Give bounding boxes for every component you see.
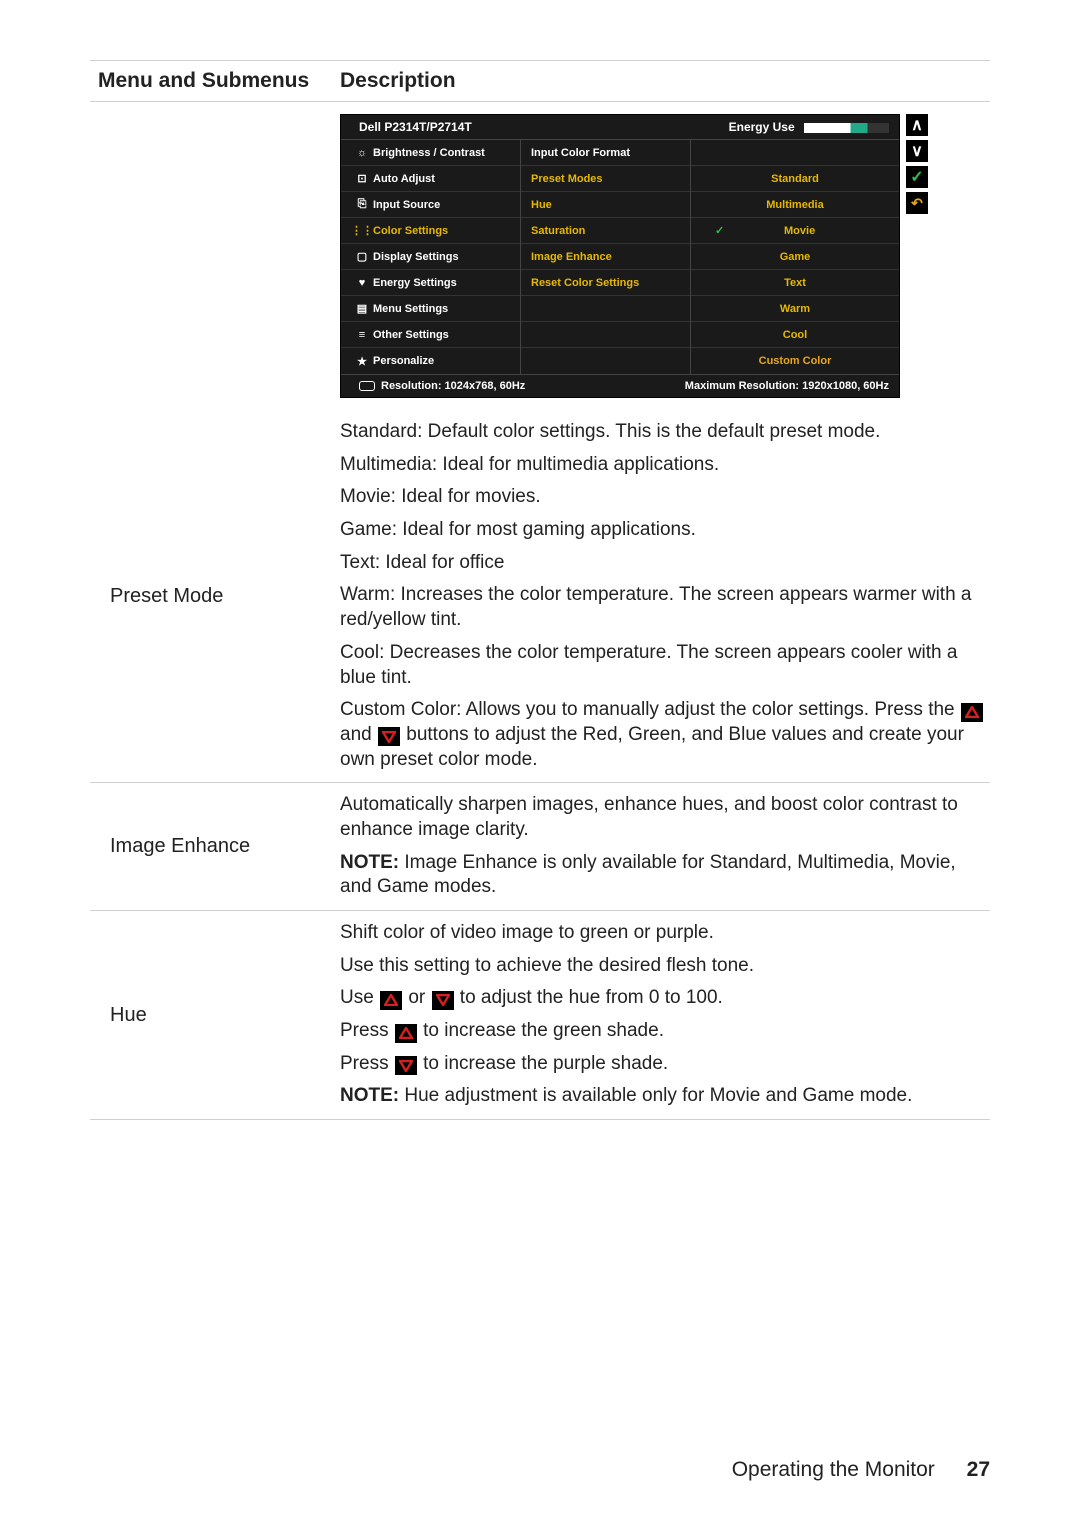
header-left: Menu and Submenus xyxy=(90,69,340,93)
up-arrow-icon xyxy=(380,991,402,1010)
label-preset-mode: Preset Mode xyxy=(90,420,340,772)
preset-cool[interactable]: Cool xyxy=(691,322,899,348)
up-arrow-icon xyxy=(961,703,983,722)
preset-custom-color[interactable]: Custom Color xyxy=(691,348,899,374)
personalize-icon: ★ xyxy=(351,355,373,368)
row-image-enhance: Image Enhance Automatically sharpen imag… xyxy=(90,783,990,911)
preset-custom-desc: Custom Color: Allows you to manually adj… xyxy=(340,698,990,772)
label-image-enhance: Image Enhance xyxy=(90,793,340,900)
osd-right-column: Standard Multimedia ✓Movie Game Text War… xyxy=(691,140,899,374)
preset-standard[interactable]: Standard xyxy=(691,166,899,192)
preset-text[interactable]: Text xyxy=(691,270,899,296)
preset-game[interactable]: Game xyxy=(691,244,899,270)
osd-mid-preset-modes[interactable]: Preset Modes xyxy=(521,166,690,192)
osd-mid-reset[interactable]: Reset Color Settings xyxy=(521,270,690,296)
menu-settings-icon: ▤ xyxy=(351,302,373,315)
preset-standard-desc: Standard: Default color settings. This i… xyxy=(340,420,990,445)
footer-section: Operating the Monitor xyxy=(732,1458,935,1481)
enhance-desc: Automatically sharpen images, enhance hu… xyxy=(340,793,990,842)
preset-multimedia[interactable]: Multimedia xyxy=(691,192,899,218)
input-source-icon: ⎘ xyxy=(351,198,373,211)
table-header: Menu and Submenus Description xyxy=(90,61,990,102)
preset-game-desc: Game: Ideal for most gaming applications… xyxy=(340,518,990,543)
osd-item-brightness[interactable]: ☼Brightness / Contrast xyxy=(341,140,520,166)
osd-side-buttons: ∧ ∨ ✓ ↶ xyxy=(900,114,926,216)
osd-menu: Dell P2314T/P2714T Energy Use ☼Brightnes… xyxy=(340,114,900,398)
osd-model: Dell P2314T/P2714T xyxy=(359,120,472,134)
nav-down-button[interactable]: ∨ xyxy=(906,140,928,162)
preset-text-desc: Text: Ideal for office xyxy=(340,551,990,576)
hue-p4: Press to increase the green shade. xyxy=(340,1019,990,1044)
nav-up-button[interactable]: ∧ xyxy=(906,114,928,136)
osd-mid-image-enhance[interactable]: Image Enhance xyxy=(521,244,690,270)
osd-mid-input-color[interactable]: Input Color Format xyxy=(521,140,690,166)
label-hue: Hue xyxy=(90,921,340,1109)
osd-mid-column: Input Color Format Preset Modes Hue Satu… xyxy=(521,140,691,374)
enhance-note: NOTE: Image Enhance is only available fo… xyxy=(340,851,990,900)
preset-movie-desc: Movie: Ideal for movies. xyxy=(340,485,990,510)
header-right: Description xyxy=(340,69,990,93)
hue-p2: Use this setting to achieve the desired … xyxy=(340,954,990,979)
osd-energy: Energy Use xyxy=(729,120,889,134)
down-arrow-icon xyxy=(395,1056,417,1075)
brightness-icon: ☼ xyxy=(351,147,373,159)
osd-item-input-source[interactable]: ⎘Input Source xyxy=(341,192,520,218)
page-footer: Operating the Monitor 27 xyxy=(732,1458,990,1482)
row-preset-mode: Preset Mode Standard: Default color sett… xyxy=(90,410,990,783)
osd-item-auto-adjust[interactable]: ⊡Auto Adjust xyxy=(341,166,520,192)
up-arrow-icon xyxy=(395,1024,417,1043)
preset-cool-desc: Cool: Decreases the color temperature. T… xyxy=(340,641,990,690)
auto-adjust-icon: ⊡ xyxy=(351,172,373,185)
display-settings-icon: ▢ xyxy=(351,250,373,263)
osd-mid-saturation[interactable]: Saturation xyxy=(521,218,690,244)
footer-page-number: 27 xyxy=(967,1458,990,1481)
row-hue: Hue Shift color of video image to green … xyxy=(90,911,990,1120)
osd-left-column: ☼Brightness / Contrast ⊡Auto Adjust ⎘Inp… xyxy=(341,140,521,374)
hue-p1: Shift color of video image to green or p… xyxy=(340,921,990,946)
color-settings-icon: ⋮⋮ xyxy=(351,224,373,237)
energy-bar-icon xyxy=(804,123,889,133)
osd-item-energy-settings[interactable]: ♥Energy Settings xyxy=(341,270,520,296)
preset-warm-desc: Warm: Increases the color temperature. T… xyxy=(340,583,990,632)
osd-item-other-settings[interactable]: ≡Other Settings xyxy=(341,322,520,348)
resolution-icon xyxy=(359,381,375,391)
other-settings-icon: ≡ xyxy=(351,329,373,341)
preset-multimedia-desc: Multimedia: Ideal for multimedia applica… xyxy=(340,453,990,478)
down-arrow-icon xyxy=(432,991,454,1010)
down-arrow-icon xyxy=(378,727,400,746)
preset-warm[interactable]: Warm xyxy=(691,296,899,322)
osd-item-color-settings[interactable]: ⋮⋮Color Settings xyxy=(341,218,520,244)
osd-footer-maxres: Maximum Resolution: 1920x1080, 60Hz xyxy=(685,380,889,392)
hue-note: NOTE: Hue adjustment is available only f… xyxy=(340,1084,990,1109)
preset-movie[interactable]: ✓Movie xyxy=(691,218,899,244)
hue-p3: Use or to adjust the hue from 0 to 100. xyxy=(340,986,990,1011)
osd-item-personalize[interactable]: ★Personalize xyxy=(341,348,520,374)
nav-back-button[interactable]: ↶ xyxy=(906,192,928,214)
osd-item-display-settings[interactable]: ▢Display Settings xyxy=(341,244,520,270)
hue-p5: Press to increase the purple shade. xyxy=(340,1052,990,1077)
osd-item-menu-settings[interactable]: ▤Menu Settings xyxy=(341,296,520,322)
osd-mid-hue[interactable]: Hue xyxy=(521,192,690,218)
energy-settings-icon: ♥ xyxy=(351,277,373,289)
osd-footer-res: Resolution: 1024x768, 60Hz xyxy=(359,380,525,392)
nav-ok-button[interactable]: ✓ xyxy=(906,166,928,188)
